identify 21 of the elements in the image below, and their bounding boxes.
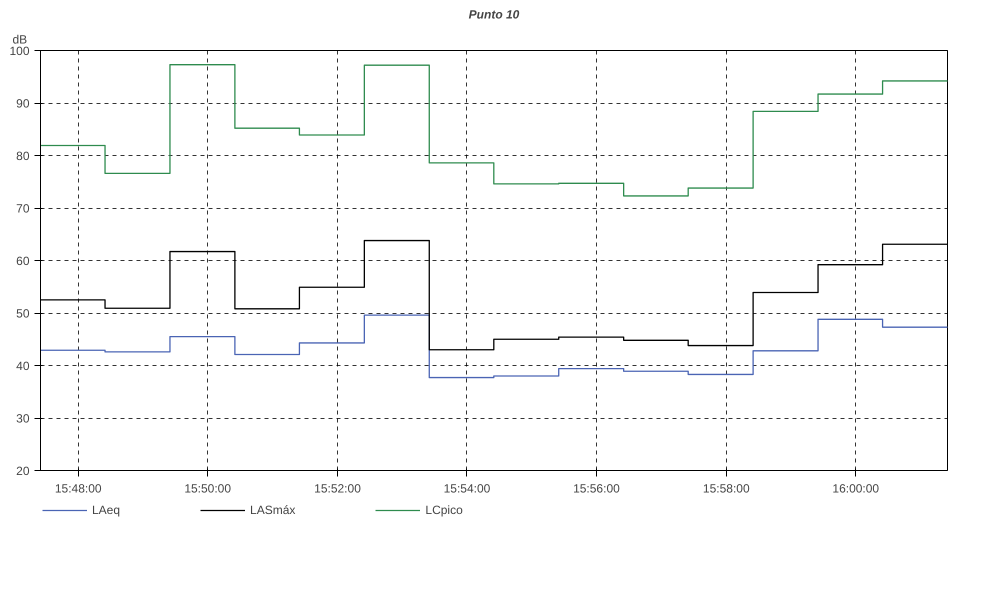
y-tick-label: 90 (16, 96, 30, 110)
legend-label: LASmáx (250, 503, 296, 517)
x-tick-label: 15:56:00 (573, 482, 620, 496)
x-tick-label: 16:00:00 (832, 482, 880, 496)
y-tick-label: 50 (16, 306, 30, 320)
y-axis-title: dB (12, 32, 28, 46)
x-tick-label: 15:48:00 (54, 482, 102, 496)
y-tick-label: 40 (16, 359, 30, 373)
legend-label: LAeq (92, 503, 120, 517)
y-tick-label: 100 (9, 44, 30, 58)
legend-label: LCpico (425, 503, 463, 517)
x-tick-label: 15:50:00 (184, 482, 232, 496)
chart-title: Punto 10 (468, 8, 520, 22)
x-tick-label: 15:58:00 (702, 482, 750, 496)
y-tick-label: 30 (16, 412, 30, 426)
x-tick-label: 15:52:00 (314, 482, 362, 496)
y-tick-label: 60 (16, 254, 30, 268)
x-tick-label: 15:54:00 (444, 482, 491, 496)
y-tick-label: 80 (16, 149, 30, 163)
y-tick-label: 70 (16, 202, 30, 216)
y-tick-label: 20 (16, 464, 30, 478)
